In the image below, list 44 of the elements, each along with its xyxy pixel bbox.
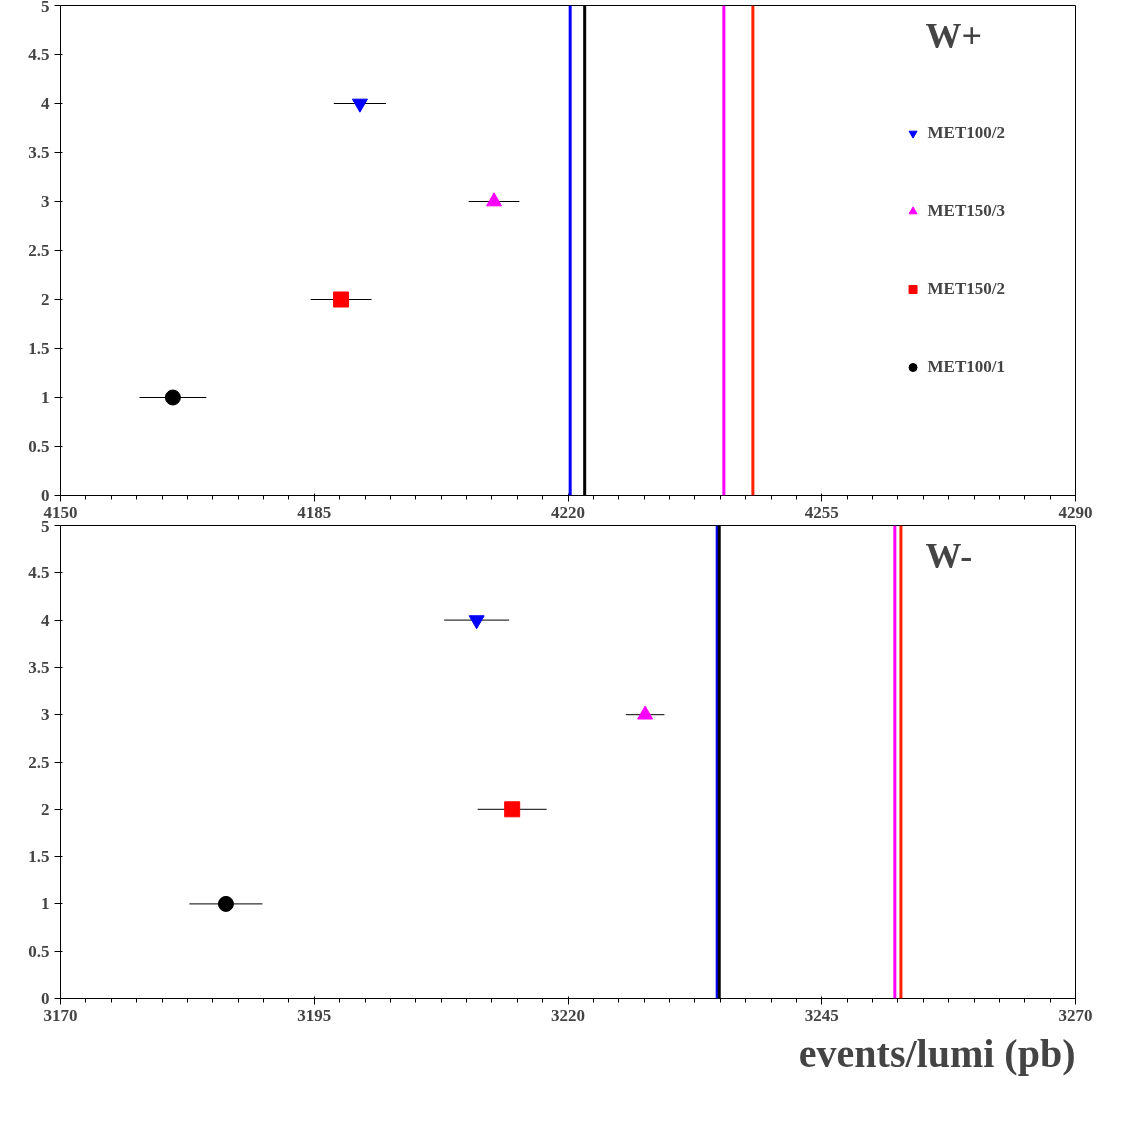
y-tick-label: 2 <box>41 290 50 309</box>
x-tick-label: 3195 <box>297 1005 332 1025</box>
y-tick-label: 0.5 <box>28 941 50 961</box>
point <box>351 98 368 113</box>
y-tick-label: 0 <box>41 989 50 1008</box>
y-tick-label: 1.5 <box>28 339 50 358</box>
x-axis-title: events/lumi (pb) <box>798 1030 1076 1076</box>
y-tick-label: 3 <box>41 192 50 211</box>
point <box>468 615 485 630</box>
x-tick-label: 4255 <box>804 502 839 522</box>
legend-label: MET150/3 <box>927 201 1005 221</box>
chart-title: W+ <box>925 15 983 56</box>
x-tick-label: 4290 <box>1058 502 1093 522</box>
y-tick-label: 2.5 <box>28 241 50 260</box>
x-tick-label: 3245 <box>804 1005 839 1025</box>
y-tick-label: 3 <box>41 705 50 725</box>
x-tick-label: 4150 <box>43 502 78 522</box>
point <box>164 389 181 406</box>
y-tick-label: 3.5 <box>28 657 50 677</box>
y-tick-label: 4 <box>41 610 50 630</box>
x-tick-label: 3170 <box>43 1005 78 1025</box>
x-tick-label: 4220 <box>551 502 585 522</box>
x-tick-label: 3270 <box>1058 1005 1093 1025</box>
legend-label: MET100/1 <box>927 357 1005 377</box>
chart-title: W- <box>925 535 973 576</box>
y-tick-label: 2.5 <box>28 752 50 772</box>
y-tick-label: 1.5 <box>28 847 50 867</box>
point <box>217 895 234 912</box>
y-tick-label: 4.5 <box>28 45 50 64</box>
y-tick-label: 1 <box>41 894 50 914</box>
point <box>504 801 521 818</box>
y-tick-label: 2 <box>41 799 50 819</box>
y-tick-label: 3.5 <box>28 143 50 162</box>
y-tick-label: 0.5 <box>28 437 50 456</box>
x-tick-label: 3220 <box>551 1005 585 1025</box>
x-tick-label: 4185 <box>297 502 332 522</box>
y-tick-label: 0 <box>41 486 50 505</box>
y-tick-label: 4.5 <box>28 563 50 583</box>
y-tick-label: 4 <box>41 94 50 113</box>
legend-label: MET150/2 <box>927 279 1005 299</box>
legend-label: MET100/2 <box>927 123 1005 143</box>
y-tick-label: 1 <box>41 388 50 407</box>
y-tick-label: 5 <box>41 0 50 16</box>
point <box>333 291 350 308</box>
